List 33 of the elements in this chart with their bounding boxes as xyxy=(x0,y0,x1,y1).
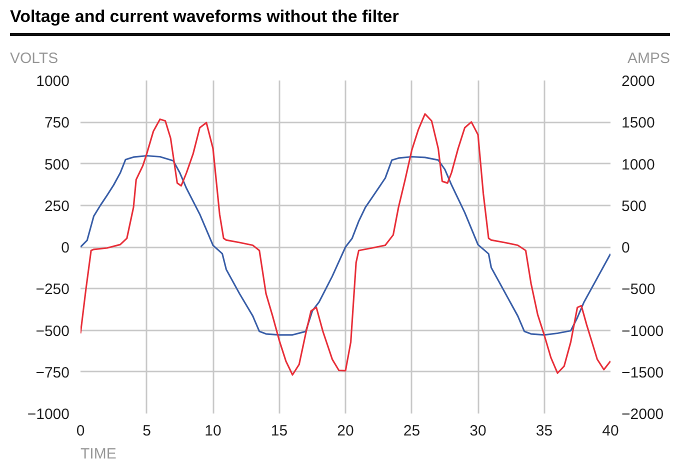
y2-tick-label: 0 xyxy=(622,240,630,256)
x-tick-label: 25 xyxy=(403,422,420,440)
y2-tick-label: −500 xyxy=(622,281,656,298)
y-tick-label: 0 xyxy=(61,240,70,256)
x-tick-label: 20 xyxy=(337,422,354,440)
chart-title: Voltage and current waveforms without the filter xyxy=(10,5,670,36)
y2-tick-label: −2000 xyxy=(622,406,664,423)
x-tick-label: 10 xyxy=(204,422,222,440)
x-tick-label: 35 xyxy=(536,422,553,440)
y2-tick-label: 1500 xyxy=(622,114,655,132)
y2-tick-label: 500 xyxy=(622,198,647,215)
x-tick-label: 30 xyxy=(470,422,486,440)
y2-tick-label: 1000 xyxy=(622,156,655,174)
y-tick-label: −750 xyxy=(36,364,70,382)
x-tick-label: 40 xyxy=(602,422,619,440)
x-tick-label: 0 xyxy=(76,422,85,440)
x-tick-label: 5 xyxy=(142,422,151,440)
y-axis-title: VOLTS xyxy=(10,49,58,70)
y-tick-label: 250 xyxy=(44,198,70,215)
y-tick-label: 750 xyxy=(44,114,70,132)
y-tick-label: 500 xyxy=(44,156,70,174)
x-axis-title: TIME xyxy=(80,446,116,462)
line-series xyxy=(80,113,610,376)
y2-tick-label: −1500 xyxy=(622,364,664,382)
y-tick-label: 1000 xyxy=(36,73,70,90)
x-tick-label: 15 xyxy=(270,422,288,440)
line-series xyxy=(80,154,610,336)
y-tick-label: −1000 xyxy=(27,406,70,423)
y2-tick-label: −1000 xyxy=(622,322,664,340)
y-tick-label: −500 xyxy=(36,322,70,340)
y-tick-label: −250 xyxy=(36,281,70,298)
y2-tick-label: 2000 xyxy=(622,73,655,90)
y2-axis-title: AMPS xyxy=(627,49,670,70)
